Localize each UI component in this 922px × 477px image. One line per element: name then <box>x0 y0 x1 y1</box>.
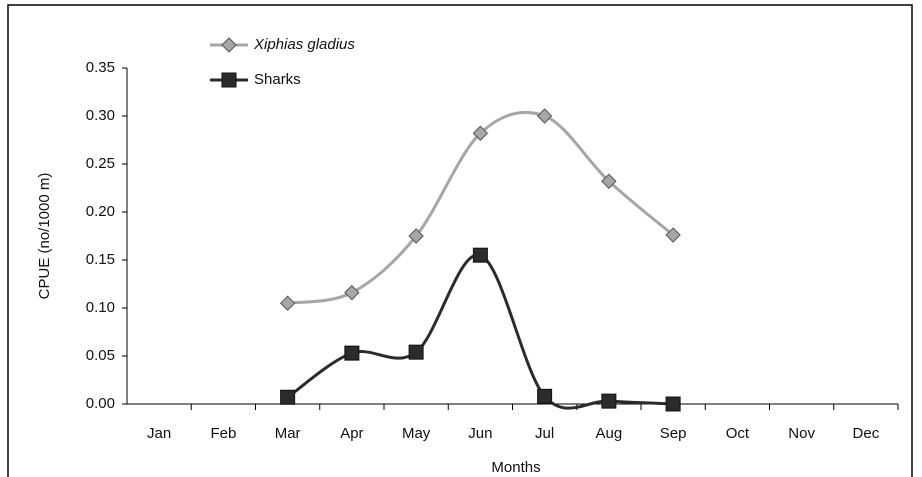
y-tick-label: 0.00 <box>86 395 115 412</box>
x-tick-label: Jan <box>147 425 171 442</box>
x-axis-title: Months <box>491 459 540 476</box>
y-axis-title: CPUE (no/1000 m) <box>36 173 53 300</box>
data-point <box>472 247 488 263</box>
data-point <box>665 396 681 412</box>
data-point <box>408 344 424 360</box>
data-point <box>344 345 360 361</box>
data-point <box>279 295 296 311</box>
data-point <box>344 284 360 301</box>
data-point <box>601 173 617 189</box>
x-tick-label: Dec <box>853 425 880 442</box>
data-point <box>408 228 424 244</box>
chart-frame <box>7 4 913 477</box>
x-tick-label: Jul <box>535 425 554 442</box>
data-point <box>665 227 681 243</box>
data-point <box>601 393 617 409</box>
x-tick-label: Sep <box>660 425 687 442</box>
x-tick-label: Jun <box>468 425 492 442</box>
x-tick-label: Aug <box>596 425 623 442</box>
y-tick-label: 0.10 <box>86 299 115 316</box>
data-point <box>537 388 553 404</box>
data-point <box>472 125 489 141</box>
legend-marker <box>221 72 237 88</box>
legend-marker <box>221 37 237 53</box>
y-tick-label: 0.05 <box>86 347 115 364</box>
x-tick-label: Nov <box>788 425 815 442</box>
y-tick-label: 0.35 <box>86 59 115 76</box>
data-point <box>536 108 553 124</box>
x-tick-label: Mar <box>275 425 301 442</box>
x-tick-label: Oct <box>726 425 750 442</box>
legend-label: Sharks <box>254 71 301 88</box>
x-tick-label: May <box>402 425 431 442</box>
legend-label: Xiphias gladius <box>253 36 355 53</box>
y-tick-label: 0.25 <box>86 155 115 172</box>
data-point <box>280 389 296 405</box>
y-tick-label: 0.30 <box>86 107 115 124</box>
x-tick-label: Apr <box>340 425 363 442</box>
x-tick-label: Feb <box>210 425 236 442</box>
y-tick-label: 0.20 <box>86 203 115 220</box>
y-tick-label: 0.15 <box>86 251 115 268</box>
